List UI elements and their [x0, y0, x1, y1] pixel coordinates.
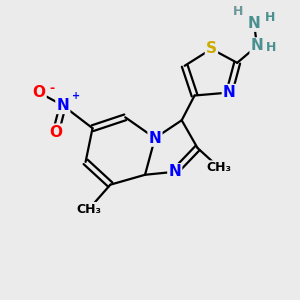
Text: N: N: [168, 164, 181, 179]
Text: H: H: [265, 11, 275, 24]
Text: CH₃: CH₃: [76, 203, 101, 216]
Text: H: H: [233, 5, 243, 18]
Text: N: N: [56, 98, 69, 113]
Text: -: -: [49, 82, 54, 95]
Text: CH₃: CH₃: [207, 161, 232, 174]
Text: H: H: [266, 41, 276, 55]
Text: N: N: [248, 16, 260, 31]
Text: N: N: [148, 130, 161, 146]
Text: O: O: [50, 125, 62, 140]
Text: N: N: [250, 38, 263, 53]
Text: S: S: [206, 41, 217, 56]
Text: +: +: [72, 92, 80, 101]
Text: N: N: [223, 85, 236, 100]
Text: O: O: [32, 85, 46, 100]
